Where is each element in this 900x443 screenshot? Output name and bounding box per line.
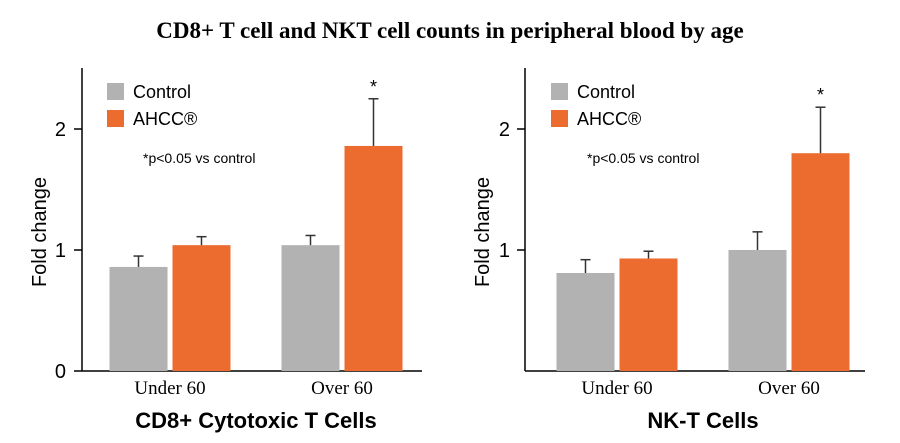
y-tick-label: 0: [55, 361, 66, 383]
y-tick-label: 2: [499, 119, 510, 141]
page-title: CD8+ T cell and NKT cell counts in perip…: [156, 18, 744, 43]
legend-label: AHCC®: [577, 109, 641, 129]
y-tick-label: 2: [55, 119, 66, 141]
y-tick-label: 1: [499, 240, 510, 262]
legend-swatch-control: [107, 83, 124, 100]
chart-subtitle: NK-T Cells: [647, 408, 758, 433]
y-axis-label: Fold change: [29, 177, 51, 287]
legend-swatch-ahcc: [107, 110, 124, 127]
category-label: Under 60: [134, 378, 205, 399]
bar-control: [109, 266, 168, 371]
chart-subtitle: CD8+ Cytotoxic T Cells: [135, 408, 376, 433]
category-label: Over 60: [758, 378, 820, 399]
significance-marker: *: [370, 77, 377, 97]
y-tick-label: 1: [55, 240, 66, 262]
legend-label: AHCC®: [133, 109, 197, 129]
chart-panel-2: 1 2 Fold change Under 60 * Over 60 Control AHCC…: [472, 68, 865, 433]
category-label: Under 60: [581, 378, 652, 399]
y-axis-label: Fold change: [472, 177, 494, 287]
bar-control: [281, 245, 340, 371]
legend-label: Control: [133, 82, 191, 102]
bar-ahcc: [791, 153, 850, 371]
legend-swatch-control: [551, 83, 568, 100]
significance-marker: *: [817, 85, 824, 105]
bar-ahcc: [172, 245, 231, 371]
significance-note: *p<0.05 vs control: [587, 150, 699, 166]
chart-panel-1: 0 1 2 Fold change Under 60 * Over 60 Control AHC…: [29, 68, 422, 433]
legend-label: Control: [577, 82, 635, 102]
bar-control: [556, 272, 615, 371]
significance-note: *p<0.05 vs control: [143, 150, 255, 166]
category-label: Over 60: [311, 378, 373, 399]
bar-ahcc: [344, 145, 403, 371]
bar-ahcc: [619, 258, 678, 371]
legend-swatch-ahcc: [551, 110, 568, 127]
bar-control: [728, 250, 787, 371]
